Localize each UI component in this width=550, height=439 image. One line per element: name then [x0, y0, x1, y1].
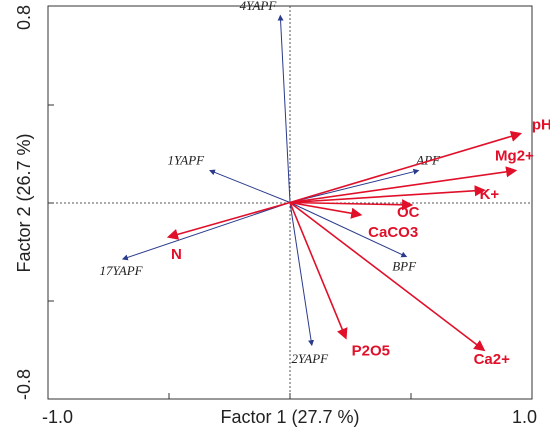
variable-vector-arrow [289, 199, 414, 211]
site-vector-arrow [289, 202, 408, 258]
variable-vector-arrow [166, 201, 291, 240]
site-vector-label: 17YAPF [99, 263, 143, 278]
x-tick-label-min: -1.0 [42, 407, 73, 427]
variable-vector-label: P2O5 [352, 343, 390, 360]
y-tick-label-max: 0.8 [14, 5, 34, 30]
variable-vector-arrow [289, 130, 523, 204]
variable-vector-arrow [289, 201, 486, 352]
variable-vector-label: pH [532, 117, 550, 134]
variable-vector-label: Ca2+ [474, 351, 511, 368]
variable-vector-label: OC [397, 204, 420, 221]
variable-vector-arrow [289, 201, 363, 219]
variable-vector-label: K+ [480, 186, 500, 203]
site-vector-arrow [121, 202, 291, 261]
site-vector-arrow [289, 202, 315, 347]
variable-vector-arrow [289, 202, 348, 340]
variable-vector-label: Mg2+ [495, 148, 534, 165]
site-vector-arrow [277, 14, 291, 203]
variable-vectors: pH Mg2+ K+ OC CaCO3 N P2O5 Ca2+ [166, 117, 550, 368]
variable-vector-label: CaCO3 [368, 224, 418, 241]
site-vector-label: APF [415, 153, 441, 168]
variable-vector-arrow [289, 185, 486, 204]
site-vectors: 4YAPF 1YAPF 17YAPF APF BPF 2YAPF [99, 0, 441, 366]
x-axis-title: Factor 1 (27.7 %) [220, 407, 359, 427]
y-tick-label-min: -0.8 [14, 369, 34, 400]
site-vector-label: 2YAPF [291, 351, 329, 366]
y-axis-title: Factor 2 (26.7 %) [14, 133, 34, 272]
x-tick-label-max: 1.0 [512, 407, 537, 427]
site-vector-label: 1YAPF [167, 153, 205, 168]
site-vector-arrow [289, 168, 420, 203]
site-vector-label: BPF [392, 259, 417, 274]
variable-vector-label: N [171, 246, 182, 263]
variable-vector-arrow [289, 166, 518, 204]
site-vector-arrow [209, 169, 291, 203]
site-vector-label: 4YAPF [240, 0, 278, 13]
